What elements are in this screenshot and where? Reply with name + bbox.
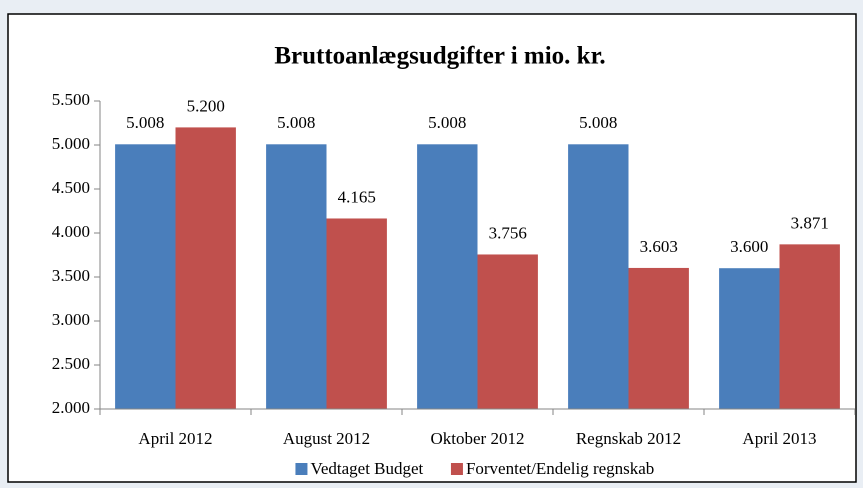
y-tick-label: 3.500 xyxy=(52,266,90,285)
bar xyxy=(477,254,538,409)
y-tick-label: 4.500 xyxy=(52,178,90,197)
y-tick-label: 5.000 xyxy=(52,134,90,153)
legend-label: Forventet/Endelig regnskab xyxy=(466,459,654,478)
bar xyxy=(628,267,689,409)
data-label: 3.603 xyxy=(640,237,678,256)
x-tick-label: Oktober 2012 xyxy=(431,429,525,448)
y-tick-label: 4.000 xyxy=(52,222,90,241)
data-label: 5.200 xyxy=(187,96,225,115)
y-tick-label: 5.500 xyxy=(52,90,90,109)
bar xyxy=(719,268,780,409)
y-tick-label: 2.000 xyxy=(52,398,90,417)
data-label: 5.008 xyxy=(428,113,466,132)
data-label: 4.165 xyxy=(338,187,376,206)
data-label: 3.600 xyxy=(730,237,768,256)
legend-swatch xyxy=(450,463,463,475)
legend-swatch xyxy=(295,463,308,475)
data-label: 5.008 xyxy=(126,113,164,132)
x-tick-label: August 2012 xyxy=(283,429,370,448)
x-tick-label: April 2013 xyxy=(742,429,816,448)
bar xyxy=(266,144,327,409)
data-label: 3.871 xyxy=(791,213,829,232)
bar xyxy=(417,144,478,409)
bar xyxy=(326,218,387,409)
y-tick-label: 3.000 xyxy=(52,310,90,329)
chart-title: Bruttoanlægsudgifter i mio. kr. xyxy=(274,43,605,70)
bar xyxy=(779,244,840,409)
data-label: 5.008 xyxy=(277,113,315,132)
x-tick-label: April 2012 xyxy=(138,429,212,448)
legend-label: Vedtaget Budget xyxy=(310,459,423,478)
bar xyxy=(175,127,236,410)
y-tick-label: 2.500 xyxy=(52,354,90,373)
data-label: 3.756 xyxy=(489,223,527,242)
x-tick-label: Regnskab 2012 xyxy=(576,429,681,448)
bar xyxy=(115,144,176,409)
data-label: 5.008 xyxy=(579,113,617,132)
bar xyxy=(568,144,629,409)
